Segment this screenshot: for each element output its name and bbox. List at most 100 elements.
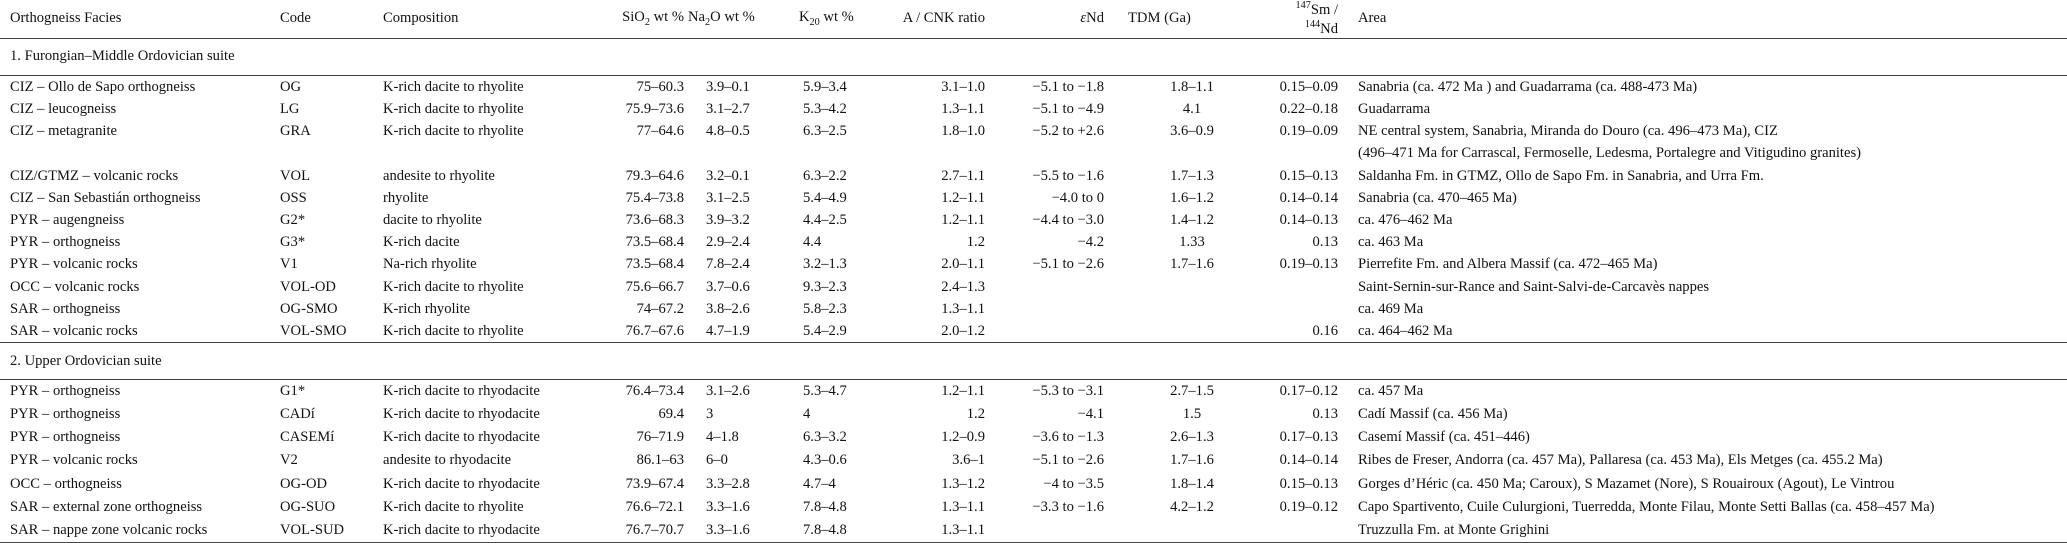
table-cell: 1.3–1.1 [941, 100, 985, 117]
data-row: OCC – volcanic rocks VOL-OD K-rich dacite … [0, 276, 2067, 298]
table-cell: V1 [280, 256, 298, 273]
table-cell: Sanabria (ca. 470–465 Ma) [1358, 189, 1517, 206]
table-cell: ca. 464–462 Ma [1358, 322, 1453, 339]
table-cell: 3.8–2.6 [706, 300, 750, 317]
table-cell: 1.2–1.1 [941, 211, 985, 228]
header-text: 147 [1295, 0, 1311, 11]
table-cell: K-rich dacite to rhyolite [383, 100, 524, 117]
table-cell: 86.1–63 [636, 452, 684, 469]
data-row: PYR – volcanic rocks V1 Na-rich rhyolite 73… [0, 253, 2067, 275]
table-cell: 2.4–1.3 [941, 278, 985, 295]
table-cell: 3.1–1.0 [941, 78, 985, 95]
data-row: CIZ – leucogneiss LG K-rich dacite to rhyo… [0, 98, 2067, 120]
table-cell: Sanabria (ca. 472 Ma ) and Guadarrama (c… [1358, 78, 1698, 95]
table-cell: 0.15–0.09 [1279, 78, 1338, 95]
table-cell: −4.2 [1077, 234, 1104, 251]
table-cell: dacite to rhyolite [383, 211, 482, 228]
table-cell: 2.0–1.1 [941, 256, 985, 273]
table-cell: 4.4–2.5 [803, 211, 847, 228]
table-cell: 3.3–1.6 [706, 498, 750, 515]
table-cell: 1.5 [1182, 406, 1202, 423]
table-cell: 73.5–68.4 [625, 256, 684, 273]
table-cell: 6.3–2.2 [803, 167, 847, 184]
table-cell: 3.7–0.6 [706, 278, 750, 295]
table-cell: 1.2–1.1 [941, 189, 985, 206]
data-row: CIZ – Ollo de Sapo orthogneiss OG K-rich d… [0, 75, 2067, 98]
table-cell: NE central system, Sanabria, Miranda do … [1358, 123, 1862, 162]
table-cell: 0.17–0.13 [1279, 429, 1338, 446]
table-cell: −4.1 [1077, 406, 1104, 423]
table-cell: 3.3–2.8 [706, 475, 750, 492]
table-cell: 69.4 [658, 406, 684, 423]
section-title: 1. Furongian–Middle Ordovician suite [0, 38, 2067, 76]
table-cell [989, 298, 1108, 320]
table-cell: K-rich dacite [383, 234, 460, 251]
table-cell: 1.3–1.1 [870, 518, 989, 543]
table-cell: −5.5 to −1.6 [1032, 167, 1104, 184]
table-cell: 4 [803, 406, 811, 423]
table-cell [989, 320, 1108, 343]
table-cell: 1.2–1.1 [941, 383, 985, 400]
table-cell: CIZ – San Sebastián orthogneiss [10, 189, 201, 206]
data-row: CIZ/GTMZ – volcanic rocks VOL andesite to … [0, 165, 2067, 187]
table-cell: 5.3–4.2 [803, 100, 847, 117]
table-cell: −5.2 to +2.6 [1032, 123, 1104, 140]
table-cell: 4.2–1.2 [1170, 498, 1214, 515]
column-header: TDM (Ga) [1108, 0, 1266, 39]
table-cell: −5.1 to −2.6 [1032, 452, 1104, 469]
table-cell [989, 518, 1108, 543]
table-cell [1108, 298, 1266, 320]
table-cell: andesite to rhyolite [383, 167, 495, 184]
data-row: CIZ – metagranite GRA K-rich dacite to rhy… [0, 120, 2067, 164]
table-cell: PYR – volcanic rocks [10, 256, 138, 273]
table-cell: SAR – external zone orthogneiss [10, 498, 203, 515]
data-row: PYR – orthogneiss CADí K-rich dacite to rh… [0, 403, 2067, 426]
table-cell: 5.8–2.3 [803, 300, 847, 317]
table-cell: 9.3–2.3 [803, 278, 847, 295]
header-text: wt % [819, 9, 854, 26]
table-cell: CIZ – Ollo de Sapo orthogneiss [10, 78, 196, 95]
data-row: PYR – volcanic rocks V2 andesite to rhyoda… [0, 449, 2067, 472]
column-header: SiO2 wt % [580, 0, 688, 39]
table-cell: 0.16 [1312, 322, 1338, 339]
table-cell: 0.15–0.13 [1279, 167, 1338, 184]
header-row: Orthogneiss Facies Code Composition SiO2 wt… [0, 0, 2067, 39]
table-cell: VOL-OD [280, 278, 336, 295]
table-cell: K-rich dacite to rhyolite [383, 322, 524, 339]
table-cell: 76.4–73.4 [625, 383, 684, 400]
data-row: CIZ – San Sebastián orthogneiss OSS rhyoli… [0, 187, 2067, 209]
table-cell: PYR – orthogneiss [10, 383, 121, 400]
table-cell: SAR – orthogneiss [10, 300, 121, 317]
table-cell: G2* [280, 211, 306, 228]
table-cell: PYR – orthogneiss [10, 406, 121, 423]
table-cell: 3 [706, 406, 714, 423]
table-cell: −4.4 to −3.0 [1032, 211, 1104, 228]
table-cell: K-rich dacite to rhyolite [383, 498, 524, 515]
table-cell: 1.8–1.4 [1170, 475, 1214, 492]
table-cell: −3.6 to −1.3 [1032, 429, 1104, 446]
table-cell: 1.2 [966, 406, 985, 423]
table-section: 2. Upper Ordovician suite PYR – orthognei… [0, 342, 2067, 543]
table-cell [989, 276, 1108, 298]
table-cell: 77–64.6 [636, 123, 684, 140]
table-cell: 79.3–64.6 [625, 167, 684, 184]
table-cell: OSS [280, 189, 307, 206]
table-cell: −5.1 to −4.9 [1032, 100, 1104, 117]
table-cell: 1.2–0.9 [941, 429, 985, 446]
table-cell [1266, 276, 1342, 298]
table-cell: 75–60.3 [636, 78, 684, 95]
table-cell: 75.6–66.7 [625, 278, 684, 295]
table-cell: OG-SUO [280, 498, 336, 515]
table-cell: −4 to −3.5 [1043, 475, 1104, 492]
table-cell: CIZ – leucogneiss [10, 100, 117, 117]
header-text: 2 [705, 17, 711, 29]
table-cell: K-rich dacite to rhyolite [383, 123, 524, 140]
table-cell: 1.33 [1179, 234, 1205, 251]
table-cell: 1.2 [966, 234, 985, 251]
table-cell: G1* [280, 383, 306, 400]
table-cell: 0.14–0.14 [1279, 452, 1338, 469]
section-title: 2. Upper Ordovician suite [0, 342, 2067, 381]
table-cell: K-rich dacite to rhyodacite [383, 475, 540, 492]
table-cell: 1.8–1.1 [1170, 78, 1214, 95]
